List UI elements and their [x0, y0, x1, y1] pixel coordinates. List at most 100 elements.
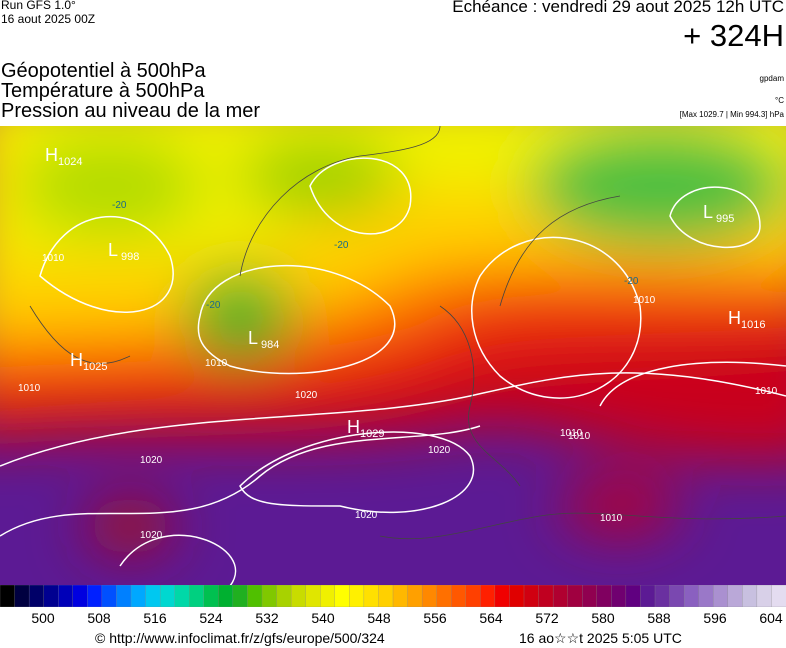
- colorbar-swatch: [683, 585, 700, 607]
- center-letter: L: [108, 240, 118, 260]
- colorbar-swatch: [290, 585, 307, 607]
- isobar-label: 1010: [42, 253, 65, 264]
- colorbar-swatch: [261, 585, 278, 607]
- colorbar-swatch: [392, 585, 409, 607]
- colorbar-swatch: [523, 585, 540, 607]
- colorbar-swatch: [203, 585, 219, 607]
- colorbar-swatch: [101, 585, 118, 607]
- colorbar-swatch: [582, 585, 598, 607]
- colorbar-swatch: [538, 585, 554, 607]
- center-value: 995: [716, 213, 734, 225]
- colorbar-swatch: [363, 585, 380, 607]
- colorbar-swatch: [189, 585, 205, 607]
- colorbar-swatch: [87, 585, 103, 607]
- colorbar-swatch: [247, 585, 263, 607]
- colorbar-swatch: [713, 585, 729, 607]
- colorbar-swatch: [669, 585, 685, 607]
- colorbar-swatch: [771, 585, 786, 607]
- colorbar-swatch: [451, 585, 467, 607]
- center-value: 1016: [741, 319, 765, 331]
- colorbar-swatch: [159, 585, 176, 607]
- isobar-label: 1010: [205, 358, 228, 369]
- colorbar-swatch: [625, 585, 642, 607]
- colorbar-swatch: [494, 585, 511, 607]
- center-value: 1029: [360, 428, 384, 440]
- colorbar-label: 596: [703, 610, 727, 626]
- colorbar-label: 588: [647, 610, 671, 626]
- temperature-label: -20: [624, 276, 639, 287]
- footer-source: © http://www.infoclimat.fr/z/gfs/europe/…: [95, 630, 385, 646]
- isobar-label: 1020: [140, 530, 163, 541]
- center-value: 1025: [83, 361, 107, 373]
- isobar-label: 1010: [755, 386, 778, 397]
- colorbar-swatch: [276, 585, 292, 607]
- colorbar-label: 556: [423, 610, 447, 626]
- center-letter: L: [248, 328, 258, 348]
- run-date: 16 aout 2025 00Z: [1, 12, 96, 26]
- title: Pression au niveau de la mer: [1, 100, 261, 122]
- center-letter: H: [70, 350, 83, 370]
- title: Température à 500hPa: [1, 80, 205, 102]
- temperature-label: -20: [206, 300, 221, 311]
- isobar-label: 1020: [355, 510, 378, 521]
- temperature-label: -20: [112, 200, 127, 211]
- colorbar-swatch: [509, 585, 525, 607]
- colorbar-swatch: [465, 585, 481, 607]
- colorbar-swatch: [145, 585, 161, 607]
- colorbar-label: 540: [311, 610, 335, 626]
- center-letter: L: [703, 202, 713, 222]
- center-letter: H: [45, 145, 58, 165]
- colorbar-swatch: [407, 585, 423, 607]
- colorbar-label: 564: [479, 610, 503, 626]
- colorbar-label: 524: [199, 610, 223, 626]
- colorbar-swatch: [320, 585, 336, 607]
- isobar-label: 1010: [18, 383, 41, 394]
- colorbar-swatch: [611, 585, 627, 607]
- isobar-label: 1020: [295, 390, 318, 401]
- colorbar-label: 532: [255, 610, 279, 626]
- colorbar-swatch: [116, 585, 132, 607]
- colorbar-swatch: [421, 585, 438, 607]
- colorbar-swatch: [567, 585, 583, 607]
- colorbar-swatch: [727, 585, 743, 607]
- colorbar-swatch: [480, 585, 496, 607]
- colorbar-swatch: [232, 585, 249, 607]
- colorbar-label: 580: [591, 610, 615, 626]
- colorbar-swatch: [14, 585, 30, 607]
- footer-date: 16 ao☆☆t 2025 5:05 UTC: [519, 630, 682, 646]
- isobar-label: 1010: [568, 431, 591, 442]
- unit: °C: [775, 96, 784, 105]
- colorbar-swatch: [378, 585, 394, 607]
- field: [0, 126, 786, 586]
- isobar-label: 1020: [140, 455, 163, 466]
- echeance: Echéance : vendredi 29 aout 2025 12h UTC: [452, 0, 784, 16]
- isobar-label: 1010: [560, 428, 583, 439]
- colorbar-swatch: [334, 585, 350, 607]
- unit: gpdam: [759, 74, 784, 83]
- colorbar-swatch: [218, 585, 234, 607]
- center-letter: H: [347, 417, 360, 437]
- colorbar-swatch: [552, 585, 569, 607]
- colorbar-swatch: [43, 585, 59, 607]
- colorbar-label: 548: [367, 610, 391, 626]
- lead-time: + 324H: [683, 18, 784, 53]
- colorbar-swatch: [654, 585, 671, 607]
- colorbar-label: 516: [143, 610, 167, 626]
- colorbar-swatch: [305, 585, 321, 607]
- colorbar-label: 572: [535, 610, 559, 626]
- colorbar-swatch: [640, 585, 656, 607]
- colorbar-swatch: [174, 585, 190, 607]
- center-letter: H: [728, 308, 741, 328]
- colorbar-swatch: [349, 585, 365, 607]
- colorbar-swatch: [596, 585, 612, 607]
- title: Géopotentiel à 500hPa: [1, 60, 206, 82]
- colorbar-swatch: [698, 585, 714, 607]
- coastlines: [29, 126, 786, 540]
- colorbar-swatch: [58, 585, 74, 607]
- colorbar-label: 500: [31, 610, 55, 626]
- isobar-label: 1010: [633, 295, 656, 306]
- temperature-label: -20: [334, 240, 349, 251]
- colorbar-swatch: [28, 585, 45, 607]
